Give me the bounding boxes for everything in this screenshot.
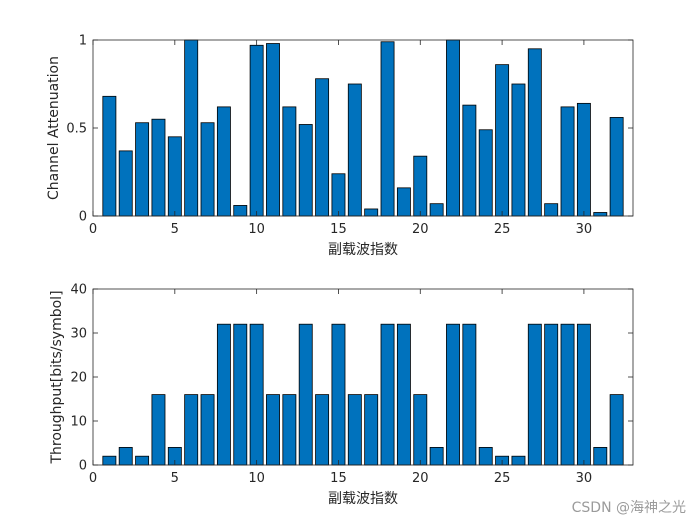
bar [593,212,608,217]
bar [118,150,133,217]
bar [429,446,444,466]
bar [462,323,477,466]
bar [478,129,493,217]
bar [593,446,608,466]
bar [576,102,591,217]
bar [315,394,330,466]
bar [609,117,624,217]
bar [511,83,526,217]
throughput-chart: 0 5 10 15 20 25 30 0 10 20 30 40 副载波指数 Throughput[bit… [49,283,634,507]
bar [446,39,460,217]
y-tick-label: 20 [70,371,87,386]
y-axis-label: Throughput[bits/symbol] [49,290,65,464]
bar [527,48,542,217]
bar [167,136,182,217]
x-tick-label: 15 [330,222,347,237]
bar [315,78,330,217]
x-tick-label: 10 [248,222,265,237]
y-tick-label: 10 [70,415,87,430]
bar [462,104,477,217]
bar [560,106,575,217]
x-axis-label: 副载波指数 [328,242,398,258]
bar [396,187,411,217]
bar [102,455,117,466]
bar [560,323,575,466]
x-tick-label: 0 [89,222,97,237]
y-tick-label: 40 [70,283,87,298]
bar [200,122,215,217]
bar [266,394,280,466]
bar [396,323,411,466]
bar [102,95,117,217]
bar [364,394,379,466]
bar [609,394,624,466]
bar [511,455,526,466]
bar [233,323,248,466]
bar [282,394,297,466]
bar [544,323,559,466]
bar [331,173,346,217]
bar [151,118,166,217]
x-tick-label: 10 [248,471,265,486]
y-tick-label: 0 [79,459,87,474]
bar [118,446,133,466]
bar [266,43,280,217]
bar [184,394,199,466]
bar [135,455,150,466]
x-tick-label: 25 [494,471,511,486]
bar [233,205,248,217]
bar [347,394,362,466]
bar [413,394,428,466]
bar [184,39,199,217]
plot-area [93,40,633,216]
x-tick-label: 0 [89,471,97,486]
bar [429,203,444,217]
bar [331,323,346,466]
bar [478,446,493,466]
bar [298,124,313,217]
bar [380,323,395,466]
bar [527,323,542,466]
y-tick-label: 0 [79,210,87,225]
attenuation-chart: 0 5 10 15 20 25 30 0 0.5 1 副载波指数 Channel Attenuatio… [46,34,634,258]
y-tick-label: 30 [70,327,87,342]
bar [446,323,460,466]
bar [380,41,395,217]
bar [249,44,264,217]
bar [249,323,264,466]
bar [364,208,379,217]
x-tick-label: 20 [412,222,429,237]
y-tick-label: 1 [79,34,87,49]
y-axis-label: Channel Attenuation [46,56,62,200]
x-tick-label: 25 [494,222,511,237]
plot-area [93,289,633,465]
x-tick-label: 20 [412,471,429,486]
x-tick-label: 30 [576,222,593,237]
bar [495,64,510,217]
bar [544,203,559,217]
y-tick-label: 0.5 [66,122,87,137]
bar [216,323,231,466]
csdn-watermark: CSDN @海神之光 [571,500,686,516]
bar [216,106,231,217]
bar [576,323,591,466]
bar [347,83,362,217]
x-tick-label: 30 [576,471,593,486]
bar [151,394,166,466]
bar [282,106,297,217]
bar [135,122,150,217]
bar [413,155,428,217]
x-tick-label: 15 [330,471,347,486]
x-tick-label: 5 [171,471,179,486]
x-tick-label: 5 [171,222,179,237]
bar [200,394,215,466]
x-axis-label: 副载波指数 [328,491,398,507]
bar [298,323,313,466]
